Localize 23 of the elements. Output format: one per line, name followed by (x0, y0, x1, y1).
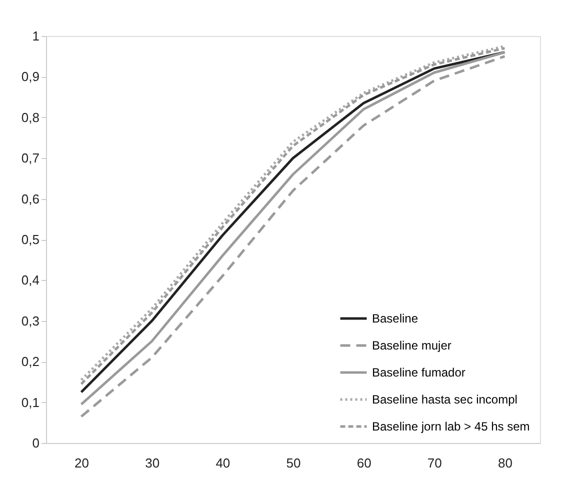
y-tick-label: 0,1 (21, 394, 40, 410)
x-tick-label: 20 (74, 456, 90, 470)
x-tick-label: 30 (145, 456, 160, 470)
x-tick-label: 60 (356, 456, 372, 470)
y-tick-label: 0 (32, 436, 40, 450)
y-tick-label: 0,4 (21, 272, 40, 288)
y-tick-label: 0,2 (21, 354, 40, 370)
y-tick-label: 0,6 (21, 191, 40, 206)
y-tick-label: 0,5 (21, 232, 40, 247)
x-tick-label: 40 (216, 456, 230, 470)
legend-label: Baseline mujer (372, 338, 452, 352)
x-tick-label: 50 (286, 456, 301, 470)
legend-label: Baseline fumador (372, 366, 466, 380)
y-tick-label: 0,3 (21, 313, 40, 328)
x-tick-label: 70 (427, 456, 442, 470)
legend-label: Baseline jorn lab > 45 hs sem (372, 420, 530, 434)
y-tick-label: 0,9 (21, 69, 40, 84)
y-tick-label: 0,7 (21, 150, 40, 166)
y-tick-label: 0,8 (21, 110, 40, 125)
legend-label: Baseline (372, 312, 418, 326)
legend-label: Baseline hasta sec incompl (372, 392, 518, 406)
x-tick-label: 80 (498, 456, 512, 470)
y-tick-label: 1 (32, 28, 40, 44)
